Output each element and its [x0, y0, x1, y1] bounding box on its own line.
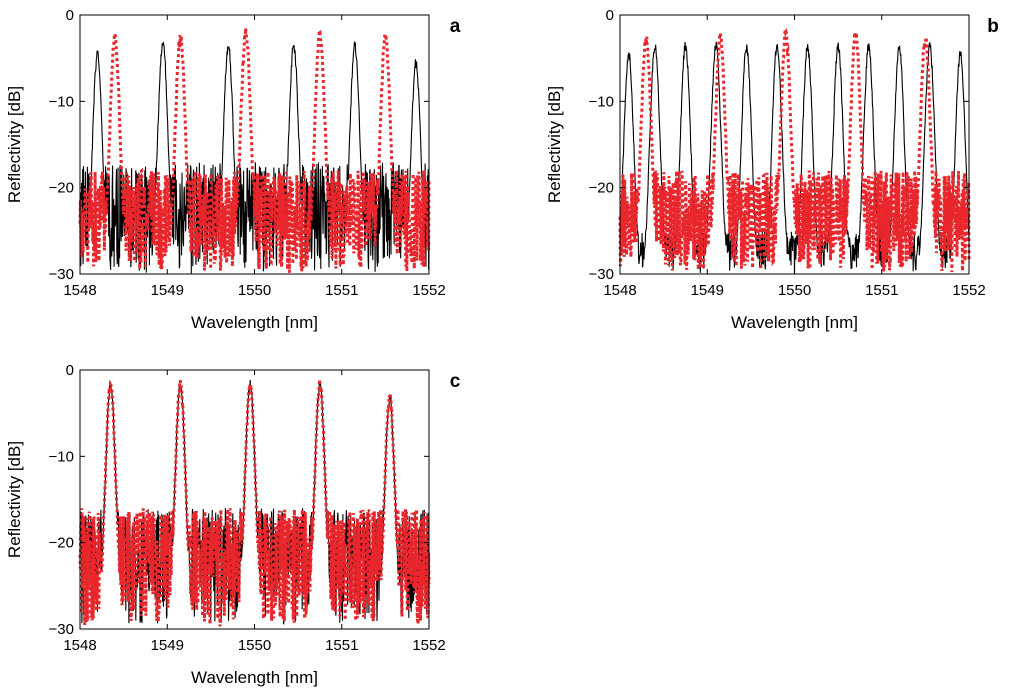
y-tick-label: −30	[589, 266, 614, 283]
series-line-dotted	[78, 28, 431, 273]
x-tick-label: 1551	[325, 637, 358, 654]
x-tick-label: 1548	[63, 282, 96, 299]
y-tick-label: −20	[49, 535, 74, 552]
y-tick-label: −30	[49, 621, 74, 638]
x-tick-label: 1552	[412, 282, 445, 299]
panel-label: c	[450, 371, 461, 392]
y-tick-label: 0	[606, 7, 614, 24]
chart-panel-b: 1548 1549 1550 1551 1552 −30 −20 −10 0 Wavelength…	[545, 7, 999, 332]
y-tick-label: −30	[49, 266, 74, 283]
chart-panel-c: 1548 1549 1550 1551 1552 −30 −20 −10 0 Wavelength…	[5, 362, 461, 687]
panel-label: a	[450, 16, 461, 37]
y-axis-label: Reflectivity [dB]	[545, 86, 564, 203]
chart-panel-a: 1548 1549 1550 1551 1552 −30 −20 −10 0 Wavelength…	[5, 7, 461, 332]
x-axis-label: Wavelength [nm]	[191, 313, 318, 332]
y-tick-label: −10	[49, 93, 74, 110]
y-axis-label: Reflectivity [dB]	[5, 86, 24, 203]
y-tick-label: −10	[589, 93, 614, 110]
x-tick-label: 1552	[412, 637, 445, 654]
x-tick-label: 1551	[325, 282, 358, 299]
y-tick-label: −20	[589, 180, 614, 197]
y-axis-label: Reflectivity [dB]	[5, 441, 24, 558]
x-tick-label: 1550	[238, 282, 271, 299]
x-axis-label: Wavelength [nm]	[191, 668, 318, 687]
y-tick-label: 0	[66, 362, 74, 379]
x-tick-label: 1550	[238, 637, 271, 654]
x-tick-label: 1548	[603, 282, 636, 299]
x-tick-label: 1548	[63, 637, 96, 654]
x-tick-label: 1551	[865, 282, 898, 299]
x-axis-label: Wavelength [nm]	[731, 313, 858, 332]
x-tick-label: 1549	[151, 637, 184, 654]
y-tick-label: −20	[49, 180, 74, 197]
series-line-dotted	[78, 379, 431, 627]
x-tick-label: 1552	[952, 282, 985, 299]
x-tick-label: 1549	[691, 282, 724, 299]
series-line-dotted	[618, 26, 971, 273]
y-tick-label: 0	[66, 7, 74, 24]
x-tick-label: 1549	[151, 282, 184, 299]
x-tick-label: 1550	[778, 282, 811, 299]
panel-label: b	[987, 16, 999, 37]
y-tick-label: −10	[49, 448, 74, 465]
